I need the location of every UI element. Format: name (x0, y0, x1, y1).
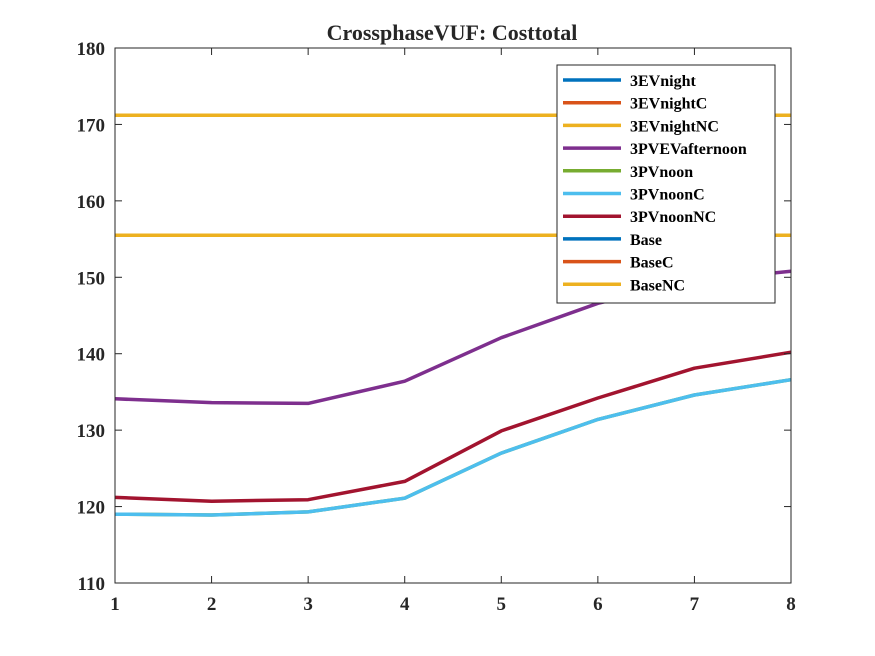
legend-entry-label: 3PVnoonC (630, 187, 705, 204)
series-line-3PVnoonNC (114, 350, 792, 503)
x-tick-label: 1 (110, 594, 120, 615)
y-tick-label: 110 (78, 574, 105, 595)
x-tick-label: 5 (497, 594, 507, 615)
axes-layer: 1 2 3 4 5 6 7 8 110 120 130 140 150 160 170 180 (77, 39, 796, 615)
plot-frame (114, 47, 792, 584)
x-tick-label: 3 (303, 594, 313, 615)
y-tick-label: 120 (77, 498, 106, 519)
y-tick-label: 180 (77, 39, 106, 60)
x-tick-label: 2 (207, 594, 217, 615)
y-tick-label: 150 (77, 268, 106, 289)
y-tick-label: 160 (77, 192, 106, 213)
legend-entry-label: 3PVEVafternoon (630, 141, 747, 158)
legend-entry-label: 3EVnight (630, 73, 696, 90)
y-tick-label: 130 (77, 421, 106, 442)
x-tick-label: 4 (400, 594, 410, 615)
legend-entry-label: 3EVnightNC (630, 118, 719, 135)
legend: 3EVnight 3EVnightC 3EVnightNC 3PVEVafternoo… (556, 64, 776, 304)
legend-entry-label: BaseC (630, 255, 674, 272)
chart-title: CrossphaseVUF: Costtotal (327, 20, 578, 45)
y-tick-label: 140 (77, 345, 106, 366)
legend-entry-label: 3PVnoon (630, 164, 693, 181)
series-line-3PVnoonC (114, 377, 792, 517)
legend-entry-label: BaseNC (630, 277, 685, 294)
x-tick-label: 6 (593, 594, 603, 615)
y-tick-label: 170 (77, 115, 106, 136)
legend-entry-label: Base (630, 232, 662, 249)
x-tick-label: 8 (786, 594, 796, 615)
legend-entry-label: 3EVnightC (630, 96, 707, 113)
x-tick-label: 7 (690, 594, 700, 615)
legend-entry-label: 3PVnoonNC (630, 209, 716, 226)
